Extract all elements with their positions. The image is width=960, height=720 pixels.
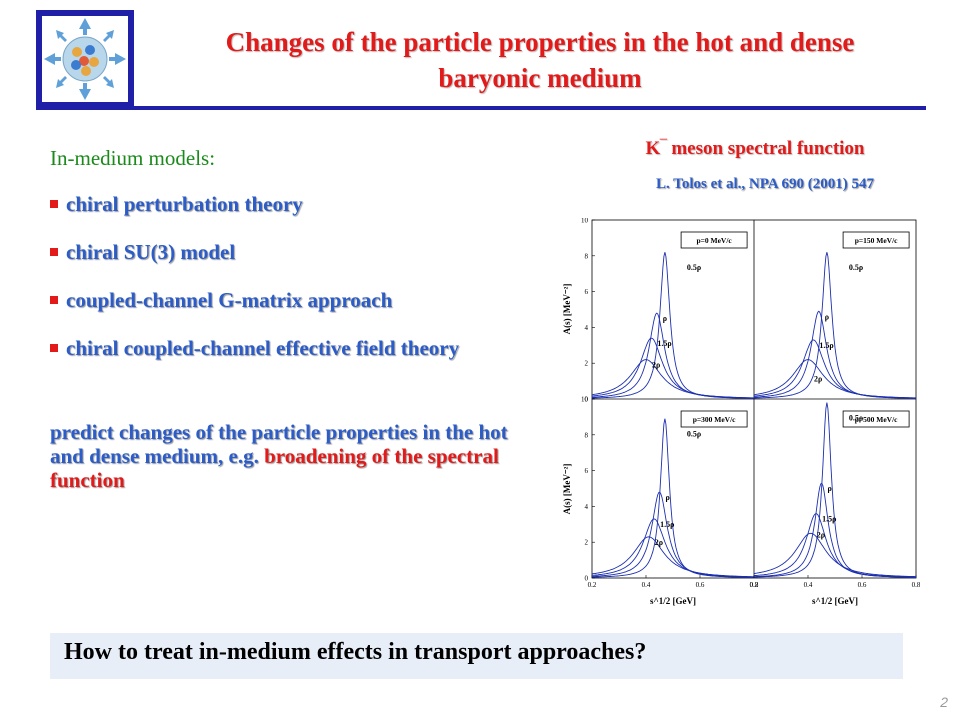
x-tick-label: 0.8 [750, 581, 759, 589]
list-item-text: chiral perturbation theory [66, 192, 303, 216]
bullet-square-icon [50, 296, 58, 304]
x-tick-label: 0.2 [588, 581, 597, 589]
spectral-curve [591, 536, 754, 578]
curve-label: 2ρ [814, 375, 822, 384]
momentum-label: p=150 MeV/c [855, 236, 898, 245]
x-tick-label: 0.6 [696, 581, 705, 589]
curve-label: ρ [666, 493, 670, 502]
bullet-square-icon [50, 344, 58, 352]
y-tick-label: 6 [585, 467, 589, 475]
y-tick-label: 8 [585, 431, 589, 439]
logo [36, 10, 134, 108]
page-title: Changes of the particle properties in th… [140, 24, 940, 96]
banner-text: How to treat in-medium effects in transp… [64, 639, 647, 665]
list-item-text: chiral SU(3) model [66, 240, 236, 264]
curve-label: ρ [825, 312, 829, 321]
y-tick-label: 8 [585, 252, 589, 260]
x-tick-label: 0.6 [858, 581, 867, 589]
momentum-label-box [842, 231, 910, 249]
list-item: chiral coupled-channel effective field t… [50, 336, 520, 360]
momentum-label: p=0 MeV/c [696, 236, 732, 245]
x-axis-label: s^1/2 [GeV] [812, 596, 858, 606]
curve-label: 0.5ρ [849, 414, 863, 423]
spectral-curve [592, 312, 754, 399]
spectral-curve [592, 491, 754, 578]
spectral-curve [753, 532, 916, 578]
curve-label: ρ [663, 314, 667, 323]
curve-label: 0.5ρ [687, 263, 701, 272]
spectral-curve [753, 482, 916, 578]
figure-reference: L. Tolos et al., NPA 690 (2001) 547 [655, 176, 875, 192]
y-tick-label: 4 [585, 324, 589, 332]
momentum-label: p=300 MeV/c [693, 415, 736, 424]
question-banner: How to treat in-medium effects in transp… [50, 633, 903, 679]
momentum-label-box [680, 231, 748, 249]
curve-label: 1.5ρ [819, 341, 833, 350]
momentum-label: p=500 MeV/c [855, 415, 898, 424]
curve-label: 0.5ρ [687, 430, 701, 439]
curve-label: 1.5ρ [657, 339, 671, 348]
spectral-curve [591, 359, 754, 399]
prediction-blue-text: predict changes of the particle properti… [50, 420, 508, 468]
curve-label: 0.5ρ [849, 263, 863, 272]
curve-label: 2ρ [817, 530, 825, 539]
bullet-square-icon [50, 200, 58, 208]
y-tick-label: 10 [581, 396, 589, 404]
spectral-curve [754, 402, 917, 578]
title-line-1: Changes of the particle properties in th… [225, 27, 855, 57]
prediction-red-text: broadening of the spectral function [50, 444, 499, 492]
x-tick-label: 0.8 [912, 581, 920, 589]
list-item: chiral SU(3) model [50, 240, 520, 264]
page-number: 2 [940, 694, 948, 710]
figure-title: K‾ meson spectral function [645, 138, 865, 159]
y-tick-label: 4 [585, 503, 589, 511]
x-tick-label: 0.4 [642, 581, 651, 589]
spectral-curve [592, 418, 754, 578]
list-item: coupled-channel G-matrix approach [50, 288, 520, 312]
curve-label: 1.5ρ [822, 515, 836, 524]
momentum-label-box [842, 410, 910, 428]
momentum-label-box [680, 410, 748, 428]
prediction-text: predict changes of the particle properti… [50, 420, 530, 492]
spectral-curve [753, 310, 916, 399]
x-axis-label: s^1/2 [GeV] [650, 596, 696, 606]
x-tick-label: 0.4 [804, 581, 813, 589]
y-axis-label: A(s) [MeV⁻²] [562, 464, 572, 515]
spectral-curve [753, 359, 916, 399]
spectral-curve [753, 513, 917, 578]
header-divider [36, 106, 926, 110]
bullet-square-icon [50, 248, 58, 256]
curve-label: 1.5ρ [660, 520, 674, 529]
y-tick-label: 2 [585, 539, 589, 547]
curve-label: 2ρ [655, 538, 663, 547]
list-item-text: chiral coupled-channel effective field t… [66, 336, 460, 360]
title-line-2: baryonic medium [438, 63, 642, 93]
y-tick-label: 0 [585, 396, 589, 404]
x-tick-label: 0.2 [750, 581, 759, 589]
nucleus-logo-icon [44, 18, 126, 100]
y-axis-label: A(s) [MeV⁻²] [562, 284, 572, 335]
curve-label: 2ρ [652, 361, 660, 370]
y-tick-label: 0 [585, 575, 589, 583]
models-heading: In-medium models: [50, 146, 216, 170]
model-list: chiral perturbation theory chiral SU(3) … [50, 192, 520, 384]
y-tick-label: 6 [585, 288, 589, 296]
y-tick-label: 10 [581, 218, 589, 225]
list-item-text: coupled-channel G-matrix approach [66, 288, 393, 312]
list-item: chiral perturbation theory [50, 192, 520, 216]
curve-label: ρ [828, 484, 832, 493]
y-tick-label: 2 [585, 360, 589, 368]
